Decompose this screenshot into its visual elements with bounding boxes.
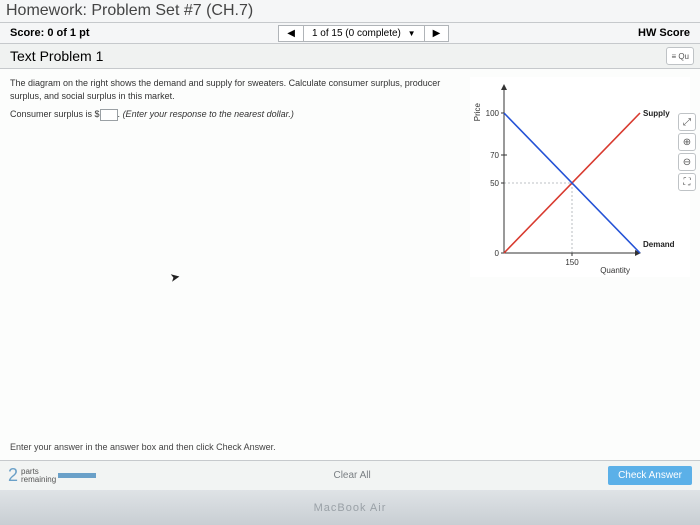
clear-all-button[interactable]: Clear All xyxy=(333,470,370,481)
chart-tool-strip: ⤢ ⊕ ⊖ ⛶ xyxy=(678,113,696,191)
question-nav: ◀ 1 of 15 (0 complete) ▼ ▶ xyxy=(278,25,449,42)
homework-title: Homework: Problem Set #7 (CH.7) xyxy=(0,0,700,23)
svg-text:0: 0 xyxy=(495,249,500,258)
parts-count: 2 xyxy=(8,465,18,486)
svg-text:70: 70 xyxy=(490,151,499,160)
svg-text:100: 100 xyxy=(486,109,500,118)
nav-center: ◀ 1 of 15 (0 complete) ▼ ▶ xyxy=(99,25,628,42)
score-label: Score: xyxy=(10,27,44,39)
nav-status[interactable]: 1 of 15 (0 complete) ▼ xyxy=(304,26,425,41)
hw-score-label: HW Score xyxy=(628,23,700,43)
question-paragraph-1: The diagram on the right shows the deman… xyxy=(10,77,460,102)
remaining-word: remaining xyxy=(21,475,56,484)
question-list-icon[interactable]: ≡ Qu xyxy=(666,47,694,65)
app-screen: Homework: Problem Set #7 (CH.7) Score: 0… xyxy=(0,0,700,490)
problem-body: The diagram on the right shows the deman… xyxy=(0,69,700,460)
footer-instruction: Enter your answer in the answer box and … xyxy=(10,441,276,454)
problem-tools: ≡ Qu xyxy=(666,47,700,65)
answer-hint: (Enter your response to the nearest doll… xyxy=(123,109,294,119)
svg-text:Price: Price xyxy=(473,102,482,121)
problem-title: Text Problem 1 xyxy=(0,44,113,68)
answer-prefix: Consumer surplus is $ xyxy=(10,109,100,119)
problem-header: Text Problem 1 ≡ Qu xyxy=(0,44,700,69)
parts-text: parts remaining xyxy=(21,468,56,484)
macbook-brand: MacBook Air xyxy=(314,502,387,514)
parts-remaining-badge: 2 parts remaining xyxy=(8,465,96,486)
chart-column: 0 50 70 100 150 Supply Demand Quantity Price xyxy=(470,69,700,460)
footer-left: 2 parts remaining xyxy=(8,465,96,486)
cursor-icon: ➤ xyxy=(169,268,182,286)
footer-bar: 2 parts remaining Clear All Check Answer xyxy=(0,460,700,490)
score-cell: Score: 0 of 1 pt xyxy=(0,23,99,43)
score-bar: Score: 0 of 1 pt ◀ 1 of 15 (0 complete) … xyxy=(0,23,700,44)
answer-input[interactable] xyxy=(100,109,118,121)
zoom-reset-icon[interactable]: ⊖ xyxy=(678,153,696,171)
nav-prev-button[interactable]: ◀ xyxy=(279,26,304,41)
check-answer-button[interactable]: Check Answer xyxy=(608,466,692,485)
nav-next-button[interactable]: ▶ xyxy=(425,26,449,41)
svg-text:Supply: Supply xyxy=(643,109,670,118)
question-text-column: The diagram on the right shows the deman… xyxy=(0,69,470,460)
zoom-in-icon[interactable]: ⤢ xyxy=(678,113,696,131)
parts-progress-bar xyxy=(58,473,96,478)
svg-text:50: 50 xyxy=(490,179,499,188)
svg-text:150: 150 xyxy=(565,258,579,267)
fullscreen-icon[interactable]: ⛶ xyxy=(678,173,696,191)
nav-status-text: 1 of 15 (0 complete) xyxy=(312,28,401,39)
laptop-bezel: MacBook Air xyxy=(0,490,700,525)
supply-demand-chart: 0 50 70 100 150 Supply Demand Quantity Price xyxy=(470,77,690,277)
score-value: 0 of 1 pt xyxy=(47,27,89,39)
svg-text:Quantity: Quantity xyxy=(600,266,630,275)
zoom-magnify-icon[interactable]: ⊕ xyxy=(678,133,696,151)
svg-text:Demand: Demand xyxy=(643,240,675,249)
answer-prompt: Consumer surplus is $. (Enter your respo… xyxy=(10,108,460,121)
nav-dropdown-icon: ▼ xyxy=(408,29,416,38)
